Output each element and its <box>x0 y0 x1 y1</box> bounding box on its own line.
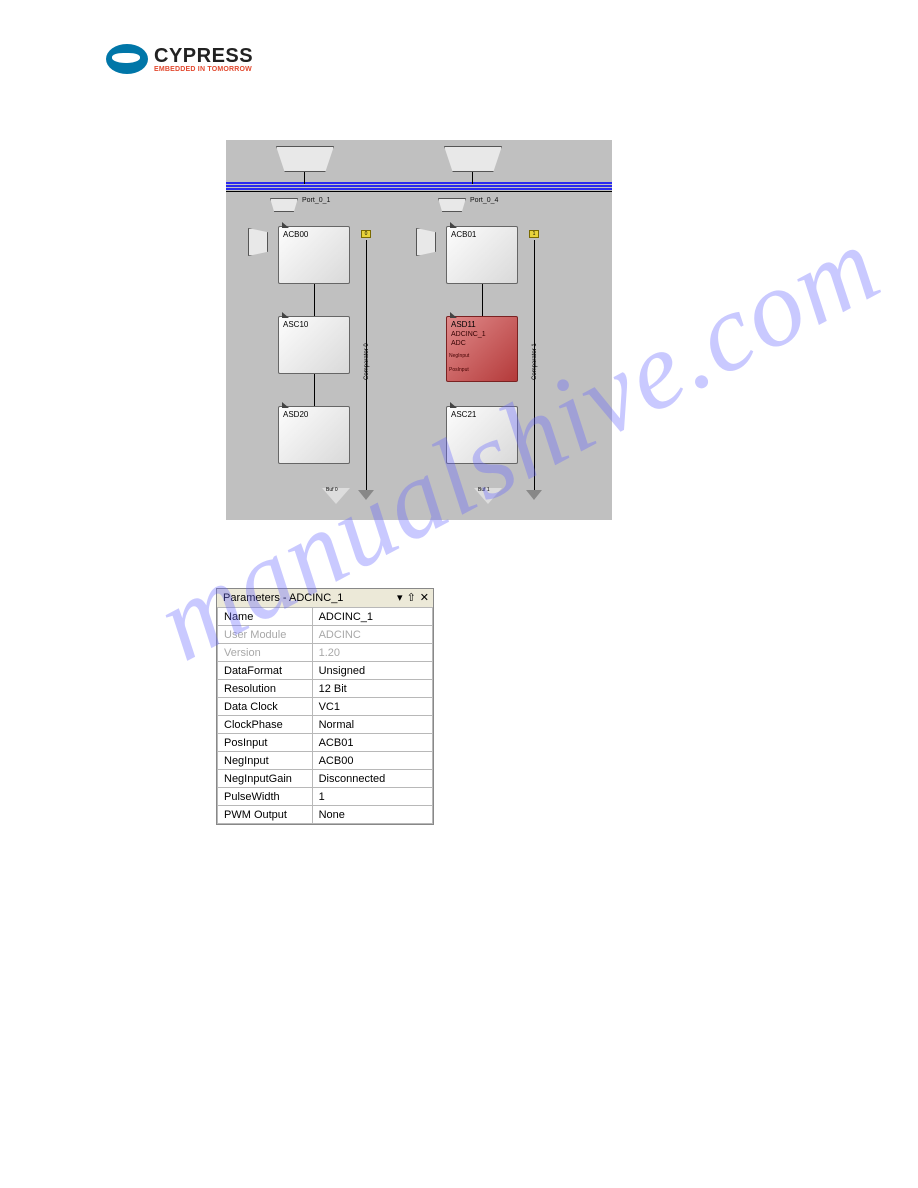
comparator-label: Comparator 0 <box>364 343 370 380</box>
table-row[interactable]: PWM OutputNone <box>218 806 433 824</box>
analog-block: ASD20 <box>278 406 350 464</box>
param-value[interactable]: ADCINC_1 <box>312 608 432 626</box>
logo-brand: CYPRESS <box>154 46 253 66</box>
panel-title-text: Parameters - ADCINC_1 <box>223 592 343 604</box>
table-row[interactable]: PulseWidth1 <box>218 788 433 806</box>
bus-line <box>226 188 612 190</box>
adc-pin-label: PosInput <box>449 367 469 373</box>
bus-line <box>226 182 612 184</box>
comparator-label: Comparator 1 <box>532 343 538 380</box>
param-key: NegInputGain <box>218 770 313 788</box>
block-label: ASC21 <box>451 410 476 419</box>
param-key: PWM Output <box>218 806 313 824</box>
param-value[interactable]: Disconnected <box>312 770 432 788</box>
table-row[interactable]: DataFormatUnsigned <box>218 662 433 680</box>
mux-icon <box>444 146 502 172</box>
wire <box>304 172 305 184</box>
adc-block: ASD11 ADCINC_1 ADC NegInput PosInput <box>446 316 518 382</box>
block-tab-icon <box>282 222 289 228</box>
buffer-label: Buf 1 <box>478 487 490 493</box>
param-key: NegInput <box>218 752 313 770</box>
mux-icon <box>416 228 436 256</box>
param-value[interactable]: Unsigned <box>312 662 432 680</box>
adc-type-label: ADC <box>451 340 466 347</box>
pin-icon[interactable]: ⇧ <box>407 593 416 604</box>
adc-instance-name: ADCINC_1 <box>451 331 486 338</box>
param-key: User Module <box>218 626 313 644</box>
close-icon[interactable]: ✕ <box>420 593 429 604</box>
param-value[interactable]: None <box>312 806 432 824</box>
param-value[interactable]: ACB01 <box>312 734 432 752</box>
mux-icon <box>270 198 298 212</box>
parameters-table: NameADCINC_1User ModuleADCINCVersion1.20… <box>217 607 433 824</box>
logo-mark-icon <box>106 44 148 74</box>
adc-pin-label: NegInput <box>449 353 469 359</box>
analog-block: ACB00 <box>278 226 350 284</box>
wire <box>314 284 315 316</box>
table-row[interactable]: Resolution12 Bit <box>218 680 433 698</box>
buffer-label: Buf 0 <box>326 487 338 493</box>
block-label: ACB01 <box>451 230 476 239</box>
param-key: Name <box>218 608 313 626</box>
param-key: DataFormat <box>218 662 313 680</box>
mux-icon <box>248 228 268 256</box>
bus-line <box>226 185 612 187</box>
param-key: Version <box>218 644 313 662</box>
table-row[interactable]: NegInputGainDisconnected <box>218 770 433 788</box>
port-label: Port_0_1 <box>302 197 330 204</box>
table-row[interactable]: User ModuleADCINC <box>218 626 433 644</box>
table-row[interactable]: NameADCINC_1 <box>218 608 433 626</box>
mux-icon <box>438 198 466 212</box>
block-label: ASC10 <box>283 320 308 329</box>
block-tab-icon <box>450 222 457 228</box>
param-value[interactable]: VC1 <box>312 698 432 716</box>
panel-titlebar: Parameters - ADCINC_1 ▾ ⇧ ✕ <box>217 589 433 607</box>
block-label: ASD20 <box>283 410 308 419</box>
table-row[interactable]: Data ClockVC1 <box>218 698 433 716</box>
mux-icon <box>276 146 334 172</box>
schematic-diagram: Port_0_1 Port_0_4 ACB00 ASC10 ASD20 ACB0… <box>226 140 612 520</box>
wire <box>472 172 473 184</box>
param-value[interactable]: ADCINC <box>312 626 432 644</box>
param-key: Data Clock <box>218 698 313 716</box>
analog-block: ACB01 <box>446 226 518 284</box>
block-label: ASD11 <box>451 320 476 329</box>
parameters-panel: Parameters - ADCINC_1 ▾ ⇧ ✕ NameADCINC_1… <box>216 588 434 825</box>
block-tab-icon <box>282 312 289 318</box>
table-row[interactable]: ClockPhaseNormal <box>218 716 433 734</box>
analog-block: ASC21 <box>446 406 518 464</box>
dropdown-icon[interactable]: ▾ <box>397 593 403 604</box>
bus-line <box>226 191 612 192</box>
param-key: ClockPhase <box>218 716 313 734</box>
param-value[interactable]: Normal <box>312 716 432 734</box>
block-tab-icon <box>450 402 457 408</box>
table-row[interactable]: NegInputACB00 <box>218 752 433 770</box>
analog-block: ASC10 <box>278 316 350 374</box>
param-value[interactable]: ACB00 <box>312 752 432 770</box>
wire <box>482 284 483 316</box>
param-value[interactable]: 1.20 <box>312 644 432 662</box>
param-key: PulseWidth <box>218 788 313 806</box>
block-tab-icon <box>282 402 289 408</box>
net-tag: 0 <box>361 230 371 238</box>
buffer-icon <box>358 490 374 500</box>
param-key: PosInput <box>218 734 313 752</box>
param-value[interactable]: 12 Bit <box>312 680 432 698</box>
block-label: ACB00 <box>283 230 308 239</box>
table-row[interactable]: PosInputACB01 <box>218 734 433 752</box>
block-tab-icon <box>450 312 457 318</box>
logo-text: CYPRESS EMBEDDED IN TOMORROW <box>154 46 253 73</box>
brand-logo: CYPRESS EMBEDDED IN TOMORROW <box>106 44 253 74</box>
param-value[interactable]: 1 <box>312 788 432 806</box>
buffer-icon <box>526 490 542 500</box>
param-key: Resolution <box>218 680 313 698</box>
table-row[interactable]: Version1.20 <box>218 644 433 662</box>
logo-tagline: EMBEDDED IN TOMORROW <box>154 66 253 73</box>
net-tag: 1 <box>529 230 539 238</box>
port-label: Port_0_4 <box>470 197 498 204</box>
wire <box>314 374 315 406</box>
